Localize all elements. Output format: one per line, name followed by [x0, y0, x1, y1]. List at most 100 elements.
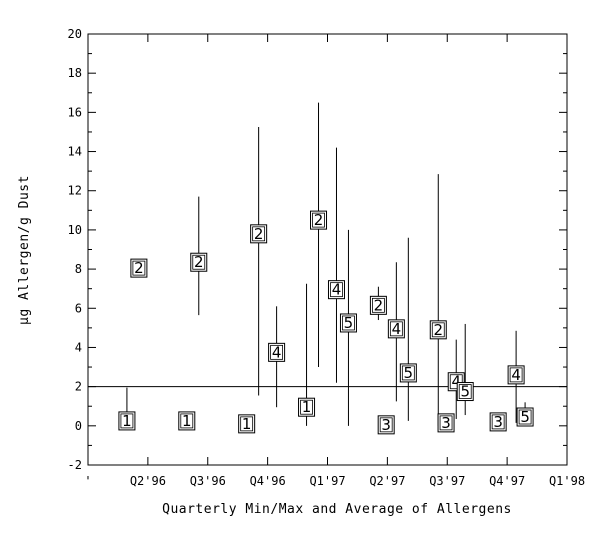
- marker-label: 3: [381, 416, 391, 434]
- marker-box: [178, 411, 196, 431]
- range-bars: [126, 102, 526, 426]
- marker-box: [429, 320, 447, 340]
- y-tick-label: 12: [68, 184, 82, 198]
- marker-box: [489, 412, 507, 432]
- y-tick-label: 2: [75, 380, 82, 394]
- marker-inner-box: [401, 365, 415, 381]
- marker-inner-box: [518, 409, 532, 425]
- marker-label: 2: [314, 211, 324, 229]
- average-marker: 3: [489, 412, 507, 432]
- marker-label: 1: [242, 415, 252, 433]
- marker-box: [369, 295, 387, 315]
- y-tick-label: -2: [68, 458, 82, 472]
- marker-inner-box: [300, 399, 313, 415]
- x-tick-label: Q4'97: [489, 474, 525, 488]
- average-marker: 4: [268, 342, 286, 362]
- marker-box: [437, 413, 455, 433]
- plot-frame: [87, 33, 568, 466]
- marker-label: 5: [460, 383, 470, 401]
- x-axis-title: Quarterly Min/Max and Average of Allerge…: [162, 502, 512, 517]
- marker-inner-box: [439, 415, 453, 431]
- marker-box: [190, 252, 208, 272]
- marker-box: [327, 280, 345, 300]
- x-tick-label: Q2'97: [369, 474, 405, 488]
- marker-box: [118, 411, 136, 431]
- marker-inner-box: [371, 297, 385, 313]
- marker-box: [339, 313, 357, 333]
- marker-box: [387, 319, 405, 339]
- marker-box: [507, 365, 525, 385]
- average-marker: 5: [456, 382, 474, 402]
- average-marker: 5: [399, 363, 417, 383]
- marker-label: 4: [392, 320, 402, 338]
- marker-box: [399, 363, 417, 383]
- marker-label: 5: [404, 364, 414, 382]
- y-tick-label: 16: [68, 105, 82, 119]
- marker-inner-box: [240, 416, 254, 432]
- y-tick-label: 14: [68, 145, 82, 159]
- y-tick-label: 10: [68, 223, 82, 237]
- average-marker: 2: [190, 252, 208, 272]
- marker-inner-box: [132, 260, 146, 276]
- x-tick-label: Q1'98: [549, 474, 585, 488]
- average-marker: 1: [118, 411, 136, 431]
- marker-label: 5: [520, 408, 530, 426]
- average-marker: 1: [298, 397, 316, 417]
- average-marker: 2: [310, 210, 328, 230]
- marker-box: [377, 415, 395, 435]
- marker-inner-box: [491, 414, 505, 430]
- marker-label: 1: [302, 398, 312, 416]
- marker-inner-box: [312, 212, 325, 228]
- average-marker: 2: [429, 320, 447, 340]
- marker-inner-box: [120, 413, 134, 429]
- marker-box: [516, 407, 534, 427]
- marker-label: 1: [122, 412, 132, 430]
- plot-border: [87, 33, 568, 466]
- x-axis: Q2'96 Q3'96 Q4'96 Q1'97 Q2'97 Q3'97 Q4'97 Q1'98…: [84, 34, 585, 488]
- marker-label: 3: [441, 414, 451, 432]
- marker-box: [298, 397, 316, 417]
- marker-label: 2: [194, 253, 204, 271]
- marker-box: [310, 210, 328, 230]
- x-tick-label: Q3'96: [190, 474, 226, 488]
- marker-inner-box: [180, 413, 194, 429]
- marker-box: [456, 382, 474, 402]
- marker-inner-box: [431, 322, 445, 338]
- y-tick-label: 8: [75, 262, 82, 276]
- y-tick-label: 4: [75, 340, 82, 354]
- average-marker: 4: [507, 365, 525, 385]
- marker-label: 5: [344, 314, 354, 332]
- average-marker: 2: [369, 295, 387, 315]
- marker-label: 1: [182, 412, 192, 430]
- marker-inner-box: [330, 282, 343, 298]
- x-tick-label: Q4'96: [250, 474, 286, 488]
- marker-inner-box: [509, 367, 523, 383]
- marker-inner-box: [192, 254, 206, 270]
- x-tick-label-origin: ': [84, 474, 91, 488]
- marker-inner-box: [270, 344, 284, 360]
- y-tick-label: 6: [75, 301, 82, 315]
- marker-label: 2: [254, 225, 264, 243]
- y-tick-label: 20: [68, 27, 82, 41]
- marker-inner-box: [389, 321, 403, 337]
- marker-box: [130, 258, 148, 278]
- marker-inner-box: [342, 315, 355, 331]
- y-tick-label: 18: [68, 66, 82, 80]
- average-marker: 4: [327, 280, 345, 300]
- marker-label: 2: [433, 321, 443, 339]
- average-marker: 3: [377, 415, 395, 435]
- marker-box: [238, 414, 256, 434]
- marker-inner-box: [252, 226, 266, 242]
- marker-label: 2: [374, 296, 384, 314]
- marker-inner-box: [379, 417, 393, 433]
- average-marker: 1: [178, 411, 196, 431]
- marker-box: [250, 224, 268, 244]
- y-axis-title: μg Allergen/g Dust: [17, 175, 32, 325]
- y-tick-label: 0: [75, 419, 82, 433]
- marker-label: 2: [134, 259, 144, 277]
- marker-box: [268, 342, 286, 362]
- marker-label: 4: [272, 343, 282, 361]
- x-tick-label: Q3'97: [429, 474, 465, 488]
